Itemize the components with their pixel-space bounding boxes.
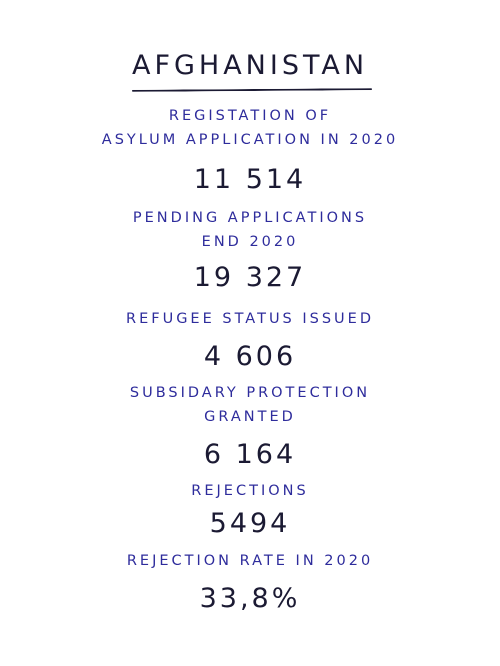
- stat-value-refugee-status: 4 606: [203, 341, 297, 372]
- page-title: AFGHANISTAN: [131, 50, 369, 81]
- stat-label-subsidiary-protection: SUBSIDARY PROTECTION GRANTED: [0, 381, 500, 429]
- stat-label-line: ASYLUM APPLICATION IN 2020: [101, 132, 399, 148]
- stat-label-line: REJECTION RATE IN 2020: [126, 553, 374, 569]
- stat-value-rejection-rate: 33,8%: [199, 583, 301, 614]
- stat-label-refugee-status: REFUGEE STATUS ISSUED: [0, 307, 500, 331]
- stat-label-rejections: REJECTIONS: [0, 479, 500, 503]
- stat-label-line: PENDING APPLICATIONS: [132, 210, 368, 226]
- stat-label-line: END 2020: [201, 234, 299, 250]
- stat-label-pending-applications: PENDING APPLICATIONS END 2020: [0, 206, 500, 254]
- stat-value-asylum-applications: 11 514: [193, 164, 307, 195]
- stat-label-line: REFUGEE STATUS ISSUED: [126, 311, 374, 327]
- stat-label-line: REGISTATION OF: [168, 108, 332, 124]
- stat-label-line: SUBSIDARY PROTECTION: [129, 385, 371, 401]
- stat-value-pending-applications: 19 327: [193, 262, 307, 293]
- stat-value-subsidiary-protection: 6 164: [203, 439, 297, 470]
- stat-value-rejections: 5494: [209, 508, 291, 539]
- stat-label-rejection-rate: REJECTION RATE IN 2020: [0, 549, 500, 573]
- stat-label-line: REJECTIONS: [191, 483, 309, 499]
- stat-label-line: GRANTED: [204, 409, 296, 425]
- title-underline: [131, 88, 373, 92]
- stat-label-asylum-applications: REGISTATION OF ASYLUM APPLICATION IN 202…: [0, 104, 500, 152]
